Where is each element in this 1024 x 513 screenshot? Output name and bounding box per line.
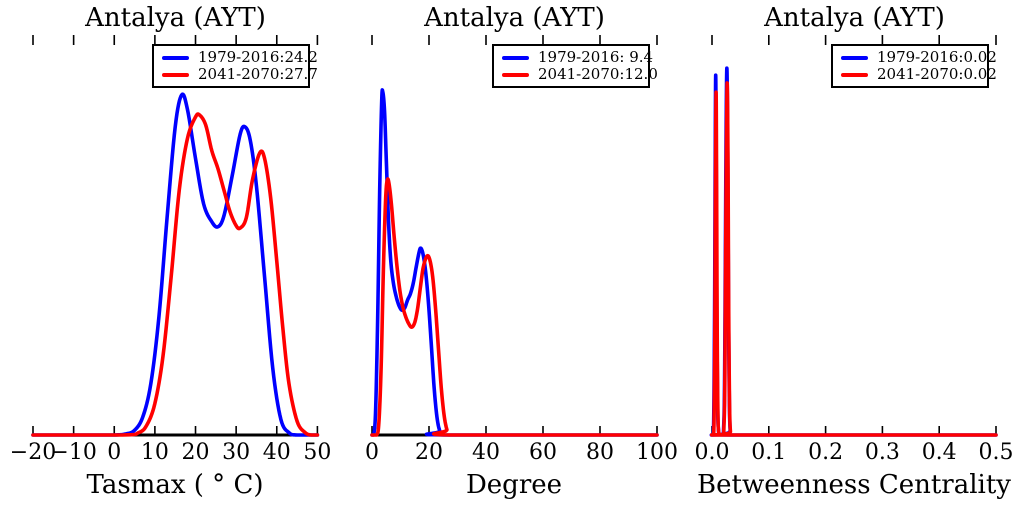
x-tick-label: 0.2 <box>808 440 844 465</box>
legend-entry: 2041-2070:12.0 <box>502 66 658 83</box>
kde-curve-1979-2016 <box>709 66 998 437</box>
panel-1-legend: 1979-2016:24.2 2041-2070:27.7 <box>152 44 318 88</box>
legend-label: 2041-2070:0.02 <box>877 65 997 83</box>
panel-2-xaxis-label: Degree <box>465 470 563 500</box>
panel-1-title: Antalya (AYT) <box>85 3 266 33</box>
x-tick-label: −10 <box>50 440 97 465</box>
legend-label: 2041-2070:27.7 <box>198 65 318 83</box>
legend-line-swatch <box>162 55 189 60</box>
x-tick-label: 80 <box>586 440 614 465</box>
x-tick-label: 20 <box>181 440 210 465</box>
panel-3-xaxis-label: Betweenness Centrality <box>697 470 1011 500</box>
legend-entry: 2041-2070:0.02 <box>841 66 997 83</box>
legend-entry: 1979-2016: 9.4 <box>502 49 653 66</box>
x-tick-label: 0 <box>107 440 122 465</box>
x-tick-label: 0.4 <box>921 440 957 465</box>
legend-line-swatch <box>502 72 529 77</box>
legend-line-swatch <box>841 72 868 77</box>
kde-curve-2041-2070 <box>709 81 998 437</box>
legend-label: 1979-2016: 9.4 <box>538 48 654 66</box>
x-tick-label: 30 <box>222 440 251 465</box>
legend-label: 1979-2016:24.2 <box>198 48 318 66</box>
legend-line-swatch <box>162 72 189 77</box>
legend-entry: 1979-2016:0.02 <box>841 49 997 66</box>
x-tick-label: 0.1 <box>751 440 787 465</box>
x-tick-label: 50 <box>303 440 332 465</box>
x-tick-label: 0 <box>365 440 379 465</box>
x-tick-label: 60 <box>529 440 557 465</box>
x-tick-label: 20 <box>415 440 443 465</box>
panel-1-xaxis-label: Tasmax ( ° C) <box>86 470 264 500</box>
x-tick-label: 40 <box>262 440 291 465</box>
kde-curve-2041-2070 <box>31 112 320 437</box>
x-tick-label: 100 <box>636 440 678 465</box>
legend-line-swatch <box>502 55 529 60</box>
legend-label: 1979-2016:0.02 <box>877 48 997 66</box>
panel-3-legend: 1979-2016:0.02 2041-2070:0.02 <box>831 44 997 88</box>
legend-entry: 2041-2070:27.7 <box>162 66 318 83</box>
legend-entry: 1979-2016:24.2 <box>162 49 318 66</box>
x-tick-label: 40 <box>472 440 500 465</box>
x-tick-label: 0.0 <box>694 440 730 465</box>
kde-curve-1979-2016 <box>31 92 320 437</box>
panel-2-title: Antalya (AYT) <box>424 3 605 33</box>
x-tick-label: 0.3 <box>864 440 900 465</box>
panel-2-legend: 1979-2016: 9.4 2041-2070:12.0 <box>492 44 658 88</box>
x-tick-label: 0.5 <box>978 440 1014 465</box>
kde-curve-2041-2070 <box>370 177 659 437</box>
kde-curve-1979-2016 <box>370 88 659 437</box>
legend-line-swatch <box>841 55 868 60</box>
legend-label: 2041-2070:12.0 <box>538 65 658 83</box>
panel-3-title: Antalya (AYT) <box>764 3 945 33</box>
x-tick-label: 10 <box>140 440 169 465</box>
x-tick-label: −20 <box>9 440 57 465</box>
